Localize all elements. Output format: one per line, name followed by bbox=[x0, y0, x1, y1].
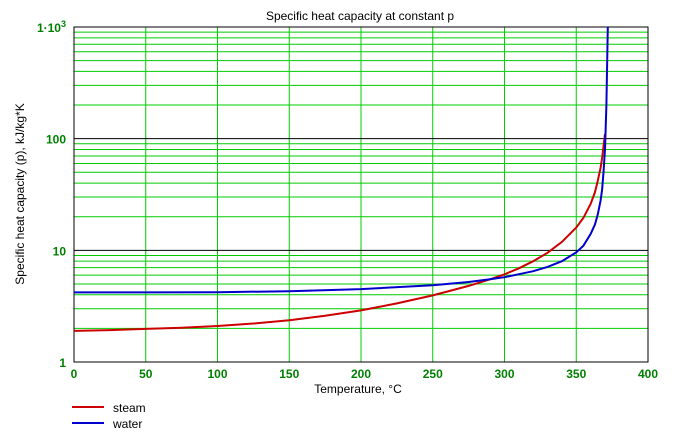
y-tick-label: 1 bbox=[59, 356, 66, 370]
x-tick-label: 100 bbox=[207, 367, 227, 381]
plot-frame bbox=[73, 26, 649, 363]
x-tick-label: 350 bbox=[566, 367, 586, 381]
y-tick-label: 100 bbox=[46, 133, 66, 147]
y-tick-labels: 1 10 100 1·103 bbox=[37, 19, 66, 370]
x-tick-label: 0 bbox=[71, 367, 78, 381]
x-axis-label: Temperature, °C bbox=[314, 382, 402, 396]
x-tick-label: 250 bbox=[423, 367, 443, 381]
x-tick-label: 400 bbox=[638, 367, 658, 381]
y-tick-label: 10 bbox=[53, 244, 67, 258]
series-group bbox=[73, 26, 609, 332]
grid bbox=[74, 27, 648, 362]
y-axis-label: Specific heat capacity (p), kJ/kg*K bbox=[13, 103, 27, 284]
legend: steam water bbox=[72, 401, 146, 431]
legend-label-steam: steam bbox=[113, 401, 146, 415]
x-tick-label: 50 bbox=[139, 367, 153, 381]
chart-title: Specific heat capacity at constant p bbox=[266, 9, 454, 23]
legend-label-water: water bbox=[112, 417, 142, 431]
series-line-water bbox=[74, 26, 609, 294]
x-tick-label: 150 bbox=[279, 367, 299, 381]
x-tick-label: 300 bbox=[494, 367, 514, 381]
x-tick-label: 200 bbox=[351, 367, 371, 381]
series-line-steam bbox=[73, 133, 606, 332]
y-tick-label: 1·103 bbox=[37, 19, 66, 35]
x-tick-labels: 0 50 100 150 200 250 300 350 400 bbox=[71, 367, 659, 381]
